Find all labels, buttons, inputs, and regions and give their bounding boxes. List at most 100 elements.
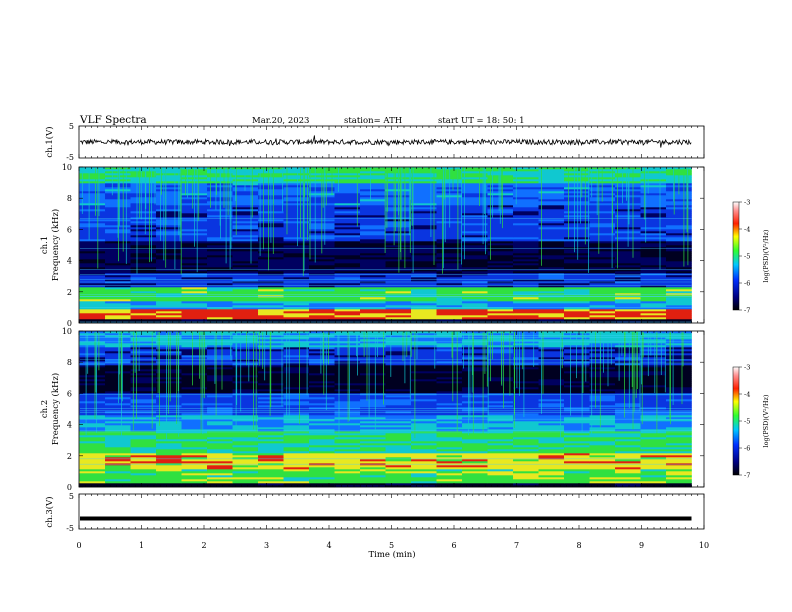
spectrogram-cell: [130, 379, 157, 382]
spectrogram-cell: [385, 427, 412, 430]
spectrogram-cell: [360, 297, 386, 300]
spectrogram-cell: [105, 425, 131, 428]
spectrogram-cell: [79, 199, 106, 202]
spectrogram-cell: [666, 369, 692, 372]
spectrogram-cell: [360, 209, 386, 212]
spectrogram-cell: [513, 439, 539, 442]
spectrogram-cell: [666, 359, 692, 362]
spectrogram-cell: [513, 479, 539, 482]
spectrogram-cell: [309, 413, 335, 416]
spectrogram-cell: [207, 481, 233, 484]
spectrogram-cell: [309, 365, 335, 368]
spectrogram-cell: [411, 301, 437, 304]
spectrogram-cell: [462, 417, 488, 420]
spectrogram-cell: [513, 357, 539, 360]
spectrogram-cell: [232, 385, 259, 388]
spectrogram-cell: [538, 349, 565, 352]
spectrogram-cell: [156, 193, 182, 196]
spectrogram-cell: [156, 427, 182, 430]
spectrogram-cell: [487, 445, 514, 448]
spectrogram-cell: [462, 355, 488, 358]
spectrogram-cell: [666, 277, 692, 280]
station-label: station= ATH: [344, 116, 402, 126]
spectrogram-cell: [538, 301, 565, 304]
spectrogram-cell: [283, 275, 310, 278]
spectrogram-cell: [283, 367, 310, 370]
spectrogram-cell: [130, 227, 157, 230]
spectrogram-cell: [79, 363, 106, 366]
spectrogram-cell: [538, 441, 565, 444]
spectrogram-cell: [385, 317, 412, 320]
spectrogram-cell: [283, 249, 310, 252]
spectrogram-cell: [538, 389, 565, 392]
spectrogram-cell: [666, 197, 692, 200]
spectrogram-cell: [462, 373, 488, 376]
spectrogram-cell: [207, 355, 233, 358]
spectrogram-cell: [666, 465, 692, 468]
spectrogram-cell: [105, 275, 131, 278]
spectrogram-cell: [538, 375, 565, 378]
spectrogram-cell: [283, 319, 310, 322]
spectrogram-cell: [309, 307, 335, 310]
spectrogram-cell: [385, 443, 412, 446]
spectrogram-cell: [283, 261, 310, 264]
spectrogram-cell: [385, 275, 412, 278]
spectrogram-cell: [640, 359, 667, 362]
spectrogram-cell: [79, 285, 106, 288]
spectrogram-cell: [232, 215, 259, 218]
spectrogram-cell: [640, 417, 667, 420]
spectrogram-cell: [334, 277, 361, 280]
spectrogram-cell: [615, 357, 641, 360]
spectrogram-cell: [640, 261, 667, 264]
spectrogram-cell: [538, 299, 565, 302]
spectrogram-cell: [309, 293, 335, 296]
spectrogram-cell: [640, 339, 667, 342]
spectrogram-cell: [207, 343, 233, 346]
spectrogram-cell: [411, 337, 437, 340]
spectrogram-cell: [334, 225, 361, 228]
spectrogram-cell: [156, 315, 182, 318]
spectrogram-cell: [309, 461, 335, 464]
spectrogram-cell: [207, 375, 233, 378]
spectrogram-cell: [538, 309, 565, 312]
spectrogram-cell: [181, 303, 208, 306]
spectrogram-cell: [411, 177, 437, 180]
spectrogram-cell: [207, 305, 233, 308]
spectrogram-cell: [283, 245, 310, 248]
spectrogram-cell: [411, 357, 437, 360]
spectrogram-cell: [589, 383, 616, 386]
spectrogram-cell: [640, 409, 667, 412]
spectrogram-cell: [487, 475, 514, 478]
spectrogram-cell: [436, 261, 463, 264]
spectrogram-cell: [207, 461, 233, 464]
spectrogram-cell: [589, 279, 616, 282]
spectrogram-cell: [589, 201, 616, 204]
spectrogram-cell: [232, 245, 259, 248]
spectrogram-cell: [309, 347, 335, 350]
spectrogram-cell: [436, 293, 463, 296]
spectrogram-cell: [462, 237, 488, 240]
spectrogram-cell: [538, 479, 565, 482]
spectrogram-cell: [436, 333, 463, 336]
spectrogram-cell: [666, 273, 692, 276]
spectrogram-cell: [156, 299, 182, 302]
spectrogram-cell: [79, 467, 106, 470]
spectrogram-cell: [538, 385, 565, 388]
spectrogram-cell: [462, 425, 488, 428]
spectrogram-cell: [232, 421, 259, 424]
spectrogram-cell: [79, 171, 106, 174]
spectrogram-cell: [640, 273, 667, 276]
spectrogram-cell: [181, 403, 208, 406]
spectrogram-cell: [334, 457, 361, 460]
spectrogram-cell: [79, 253, 106, 256]
spectrogram-cell: [385, 227, 412, 230]
spectrogram-cell: [666, 303, 692, 306]
spectrogram-cell: [513, 255, 539, 258]
spectrogram-cell: [232, 465, 259, 468]
spectrogram-cell: [385, 471, 412, 474]
spectrogram-cell: [640, 447, 667, 450]
spectrogram-cell: [538, 237, 565, 240]
spectrogram-cell: [487, 317, 514, 320]
spectrogram-cell: [513, 413, 539, 416]
spectrogram-cell: [385, 259, 412, 262]
